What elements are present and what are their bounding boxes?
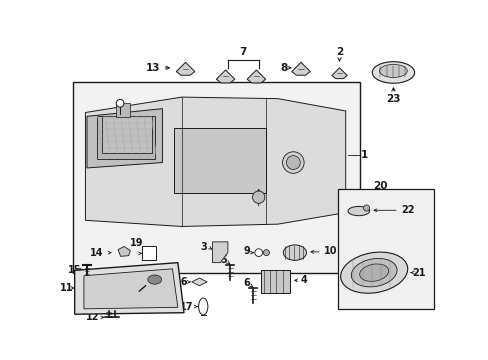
Bar	[73, 82, 359, 273]
Polygon shape	[212, 242, 227, 263]
Ellipse shape	[145, 273, 167, 288]
Text: 6: 6	[244, 278, 250, 288]
Ellipse shape	[350, 258, 396, 287]
Circle shape	[263, 249, 269, 256]
Polygon shape	[246, 70, 265, 83]
Text: 19: 19	[130, 238, 143, 248]
Text: 15: 15	[68, 265, 81, 275]
Text: 7: 7	[239, 48, 246, 58]
Polygon shape	[75, 263, 183, 314]
Text: 5: 5	[220, 255, 227, 265]
Text: 4: 4	[301, 275, 307, 285]
Bar	[97, 116, 154, 159]
Ellipse shape	[371, 62, 414, 83]
Text: 13: 13	[145, 63, 160, 73]
Bar	[116, 103, 130, 117]
Polygon shape	[216, 70, 234, 83]
Polygon shape	[87, 109, 162, 168]
Circle shape	[116, 99, 123, 107]
Bar	[102, 116, 152, 153]
Ellipse shape	[359, 264, 388, 282]
Text: 2: 2	[335, 48, 343, 58]
Bar	[142, 247, 156, 260]
Text: 9: 9	[244, 246, 250, 256]
Ellipse shape	[347, 206, 369, 216]
Polygon shape	[84, 269, 178, 309]
Text: 12: 12	[86, 312, 100, 322]
Bar	[261, 270, 290, 293]
Ellipse shape	[198, 298, 207, 315]
Text: 3: 3	[200, 242, 206, 252]
Circle shape	[252, 191, 264, 203]
Text: 17: 17	[180, 302, 193, 311]
Ellipse shape	[340, 252, 407, 293]
Text: 16: 16	[175, 277, 188, 287]
Text: 8: 8	[280, 63, 287, 73]
Text: 23: 23	[386, 94, 400, 104]
Circle shape	[363, 205, 369, 211]
Circle shape	[286, 156, 300, 170]
Ellipse shape	[283, 245, 306, 260]
Ellipse shape	[147, 275, 162, 284]
Text: 1: 1	[360, 150, 367, 160]
Text: 18: 18	[124, 275, 138, 285]
Bar	[337, 189, 433, 309]
Polygon shape	[291, 62, 310, 75]
Circle shape	[282, 152, 304, 173]
Ellipse shape	[379, 64, 407, 77]
Text: 22: 22	[400, 204, 414, 215]
Text: 14: 14	[89, 248, 103, 258]
Polygon shape	[176, 62, 194, 75]
Circle shape	[254, 249, 262, 256]
Polygon shape	[85, 97, 345, 226]
Text: 21: 21	[412, 267, 426, 278]
Polygon shape	[174, 128, 266, 193]
Polygon shape	[118, 247, 130, 256]
Polygon shape	[331, 68, 346, 78]
Text: 11: 11	[60, 283, 73, 293]
Text: 20: 20	[372, 181, 387, 191]
Polygon shape	[191, 278, 207, 286]
Text: 10: 10	[324, 246, 337, 256]
